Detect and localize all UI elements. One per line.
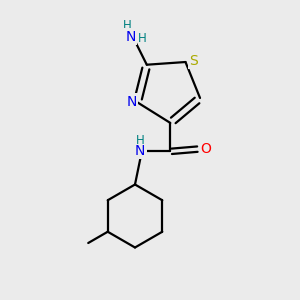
Text: H: H [138, 32, 147, 45]
Text: O: O [200, 142, 211, 156]
Text: N: N [135, 143, 146, 158]
Text: N: N [125, 30, 136, 44]
Text: H: H [136, 134, 145, 146]
Text: N: N [126, 95, 136, 109]
Text: H: H [122, 20, 131, 32]
Text: S: S [190, 53, 198, 68]
